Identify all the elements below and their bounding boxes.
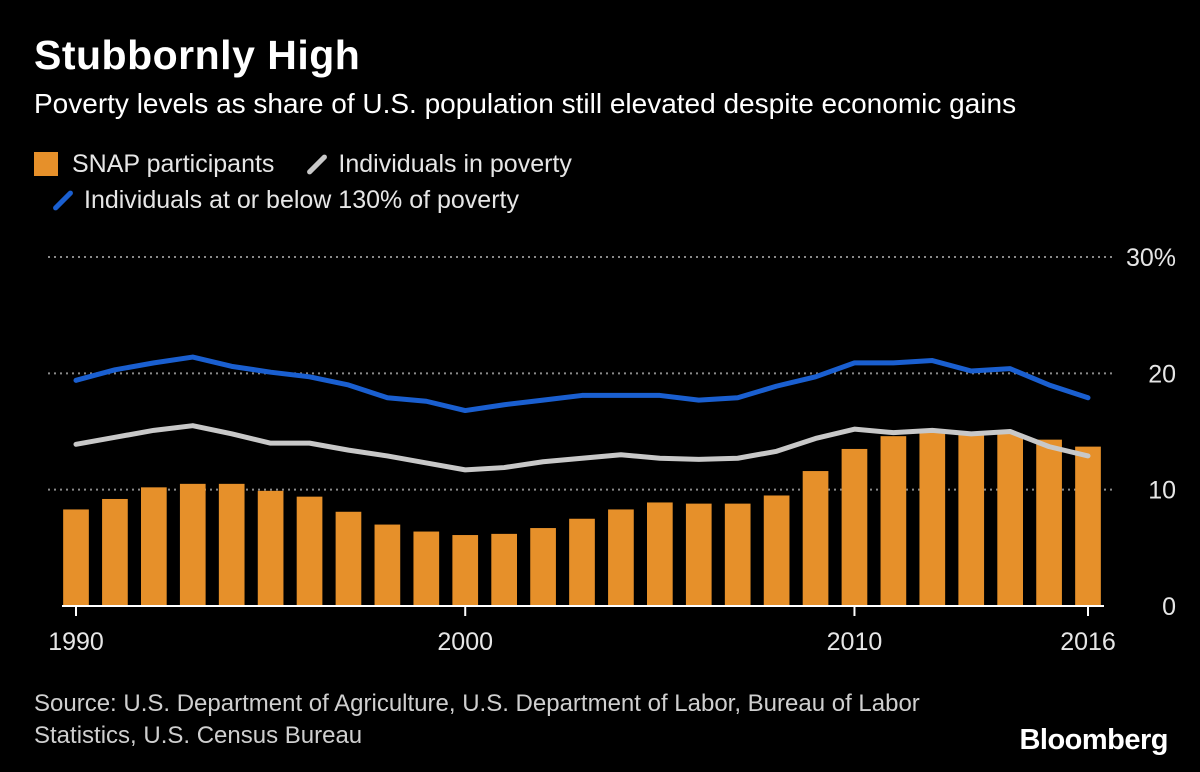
bar-snap-2000 <box>452 535 479 606</box>
bar-snap-1995 <box>257 490 284 606</box>
legend-swatch-snap <box>34 152 58 176</box>
bar-snap-2016 <box>1075 446 1101 606</box>
bar-snap-2001 <box>491 533 517 606</box>
y-tick-label-30: 30% <box>1126 244 1176 272</box>
bar-snap-1997 <box>335 511 362 606</box>
bar-snap-1993 <box>179 483 206 606</box>
bar-snap-2008 <box>763 495 790 606</box>
bar-snap-2004 <box>608 509 634 606</box>
bar-snap-2007 <box>724 503 751 606</box>
bar-snap-1992 <box>141 487 167 606</box>
bar-snap-1994 <box>218 483 245 606</box>
bar-snap-2012 <box>919 431 946 606</box>
bloomberg-logo: Bloomberg <box>1019 724 1168 756</box>
x-tick-label-2016: 2016 <box>1060 628 1116 656</box>
x-tick-label-2000: 2000 <box>437 628 493 656</box>
chart-subtitle: Poverty levels as share of U.S. populati… <box>34 88 1017 119</box>
bar-snap-1999 <box>413 531 440 606</box>
bar-snap-2003 <box>569 518 595 606</box>
bar-snap-1996 <box>296 496 323 606</box>
source-note: Source: U.S. Department of Agriculture, … <box>34 690 920 749</box>
bar-snap-1998 <box>374 524 401 606</box>
legend-label-snap: SNAP participants <box>72 149 275 178</box>
legend-item-snap: SNAP participants <box>34 150 274 179</box>
x-tick-label-2010: 2010 <box>827 628 883 656</box>
bar-snap-1991 <box>102 498 128 606</box>
bar-snap-2002 <box>530 528 556 606</box>
bar-snap-2011 <box>880 436 907 606</box>
legend-label-below130: Individuals at or below 130% of poverty <box>84 185 519 214</box>
legend-item-below130: Individuals at or below 130% of poverty <box>48 186 519 215</box>
line-individuals-in-poverty <box>73 423 1091 473</box>
y-tick-label-20: 20 <box>1148 360 1176 388</box>
y-tick-label-10: 10 <box>1148 477 1176 505</box>
bar-snap-2005 <box>647 502 673 606</box>
bar-snap-2015 <box>1036 439 1062 606</box>
bar-snap-2009 <box>802 471 829 606</box>
bar-snap-2006 <box>685 503 712 606</box>
legend-item-poverty: Individuals in poverty <box>302 150 571 179</box>
bar-snap-2013 <box>958 434 985 606</box>
chart-title: Stubbornly High <box>34 32 361 78</box>
legend: SNAP participants Individuals in poverty… <box>34 146 600 218</box>
bar-snap-1990 <box>63 509 89 606</box>
line-individuals-below-130-poverty <box>73 354 1091 414</box>
bar-snap-2010 <box>841 448 868 606</box>
y-tick-label-0: 0 <box>1162 593 1176 621</box>
x-tick-label-1990: 1990 <box>48 628 104 656</box>
bar-snap-2014 <box>997 433 1023 606</box>
legend-label-poverty: Individuals in poverty <box>338 149 572 178</box>
